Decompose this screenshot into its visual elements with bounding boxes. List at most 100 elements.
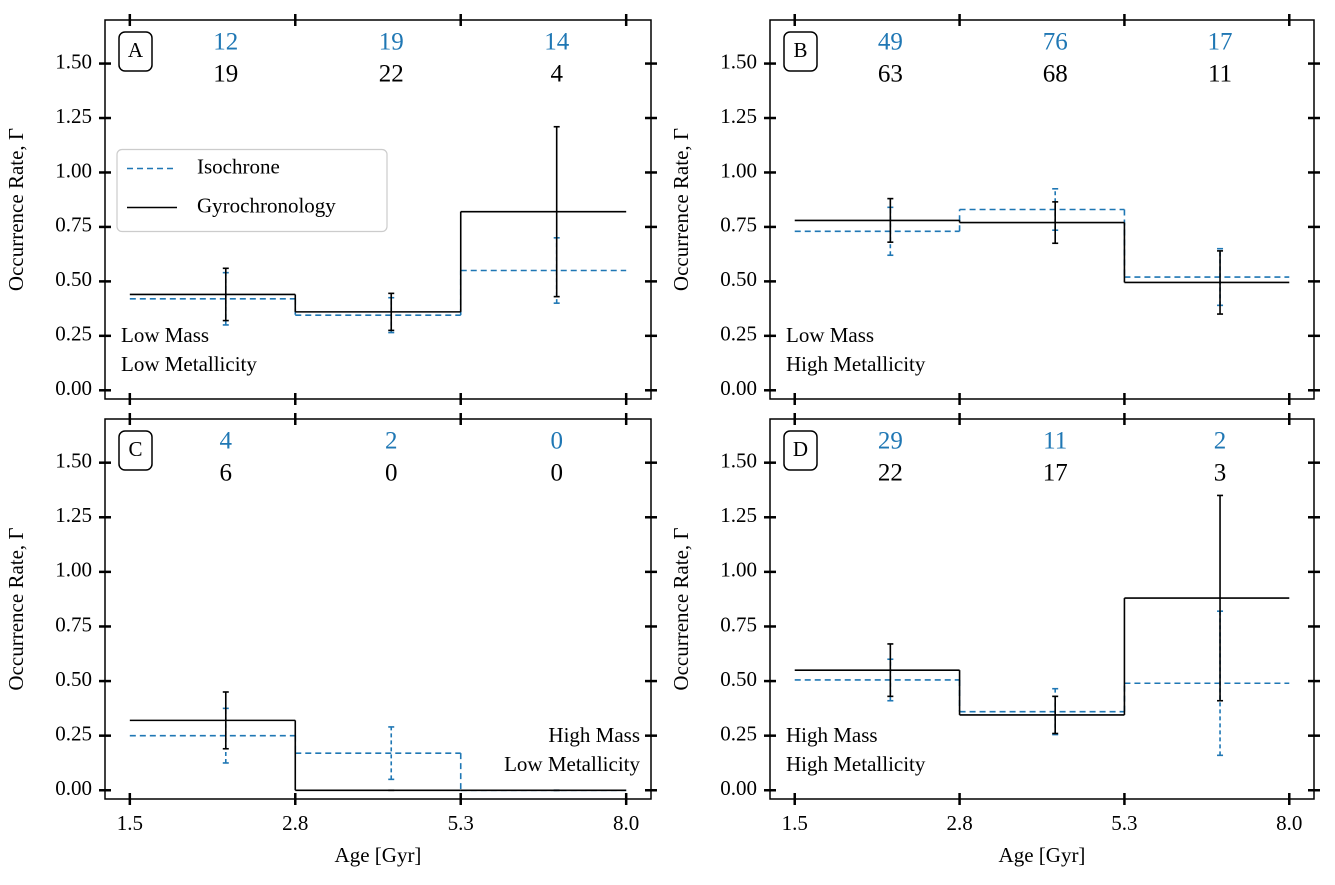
y-tick-label: 1.00 [55,558,92,582]
count-label: 0 [550,428,563,455]
panel: 0.00 0.25 0.50 0.75 1.00 1.25 1.50 1.5 2.8 5.3 8.0… [4,413,657,867]
count-label: 0 [550,460,563,487]
error-bar [553,125,560,298]
y-tick-label: 0.00 [720,776,757,800]
panel-label-box [118,31,153,72]
y-tick-label: 0.75 [55,213,92,237]
error-bar [887,643,894,698]
y-tick-label: 0.25 [55,322,92,346]
x-tick-label: 8.0 [613,811,639,835]
annotation: High Mass [548,723,640,747]
error-bar [222,267,229,322]
count-label: 22 [878,460,903,487]
count-label: 14 [544,29,570,56]
x-axis-label: Age [Gyr] [335,843,422,867]
count-label: 0 [385,460,398,487]
y-tick-label: 1.00 [55,158,92,182]
x-tick-label: 1.5 [782,811,808,835]
y-tick-label: 0.25 [720,721,757,745]
y-tick-label: 1.25 [55,104,92,128]
panel: 0.00 0.25 0.50 0.75 1.00 1.25 1.50 Occurrence R… [4,14,657,405]
count-label: 4 [220,428,233,455]
y-tick-label: 1.50 [55,448,92,472]
count-label: 22 [379,61,404,88]
count-label: 19 [213,61,238,88]
x-tick-label: 8.0 [1276,811,1302,835]
y-axis-label: Occurrence Rate, Γ [669,128,693,291]
error-bar [1052,201,1059,245]
y-axis-label: Occurrence Rate, Γ [669,527,693,690]
y-tick-label: 1.25 [55,503,92,527]
error-bar [1052,695,1059,735]
annotation: Low Mass [786,323,874,347]
panel: 0.00 0.25 0.50 0.75 1.00 1.25 1.50 Occurrence R… [669,14,1320,405]
panel-label: C [128,437,142,461]
y-axis-label: Occurrence Rate, Γ [4,527,28,690]
annotation: Low Mass [121,323,209,347]
y-tick-label: 0.25 [720,322,757,346]
annotation: High Mass [786,723,878,747]
x-tick-label: 5.3 [1111,811,1137,835]
error-bar [388,292,395,332]
x-tick-label: 5.3 [448,811,474,835]
error-bar [887,197,894,243]
y-tick-label: 0.50 [55,267,92,291]
legend-label: Isochrone [197,154,280,178]
count-label: 11 [1043,428,1067,455]
y-tick-label: 1.50 [720,448,757,472]
error-bar [222,691,229,750]
y-tick-label: 0.00 [55,776,92,800]
plot-frame [769,19,1315,400]
count-label: 68 [1043,61,1068,88]
y-tick-label: 0.50 [720,667,757,691]
y-tick-label: 0.50 [720,267,757,291]
legend-label: Gyrochronology [197,193,336,217]
annotation: Low Metallicity [121,352,257,376]
count-label: 4 [550,61,563,88]
error-bar [1217,494,1224,702]
error-bar [1217,250,1224,315]
x-tick-label: 2.8 [946,811,972,835]
y-tick-label: 0.00 [720,376,757,400]
y-tick-label: 1.00 [720,158,757,182]
count-label: 49 [878,29,903,56]
count-label: 3 [1214,460,1227,487]
y-tick-label: 0.75 [720,213,757,237]
count-label: 63 [878,61,903,88]
y-tick-label: 0.75 [720,612,757,636]
count-label: 19 [379,29,404,56]
plot-frame [104,418,652,800]
count-label: 12 [213,29,238,56]
y-tick-label: 1.50 [55,49,92,73]
annotation: Low Metallicity [504,752,640,776]
count-label: 2 [1214,428,1227,455]
plot-frame [769,418,1315,800]
legend-box [116,148,388,233]
panel-label: A [128,38,144,62]
panel-label: D [793,437,808,461]
count-label: 17 [1043,460,1068,487]
y-tick-label: 0.50 [55,667,92,691]
annotation: High Metallicity [786,352,926,376]
y-tick-label: 0.75 [55,612,92,636]
error-bar [388,726,395,781]
annotation: High Metallicity [786,752,926,776]
panel: 0.00 0.25 0.50 0.75 1.00 1.25 1.50 1.5 2.8 5.3 8.0… [669,413,1320,867]
y-tick-label: 0.25 [55,721,92,745]
y-axis-label: Occurrence Rate, Γ [4,128,28,291]
count-label: 2 [385,428,398,455]
y-tick-label: 1.00 [720,558,757,582]
panel-label: B [793,38,807,62]
panel-label-box [118,430,153,471]
y-tick-label: 1.50 [720,49,757,73]
x-tick-label: 1.5 [117,811,143,835]
y-tick-label: 0.00 [55,376,92,400]
x-axis-label: Age [Gyr] [999,843,1086,867]
count-label: 17 [1208,29,1233,56]
y-tick-label: 1.25 [720,104,757,128]
panel-label-box [783,31,818,72]
count-label: 29 [878,428,903,455]
count-label: 6 [220,460,233,487]
